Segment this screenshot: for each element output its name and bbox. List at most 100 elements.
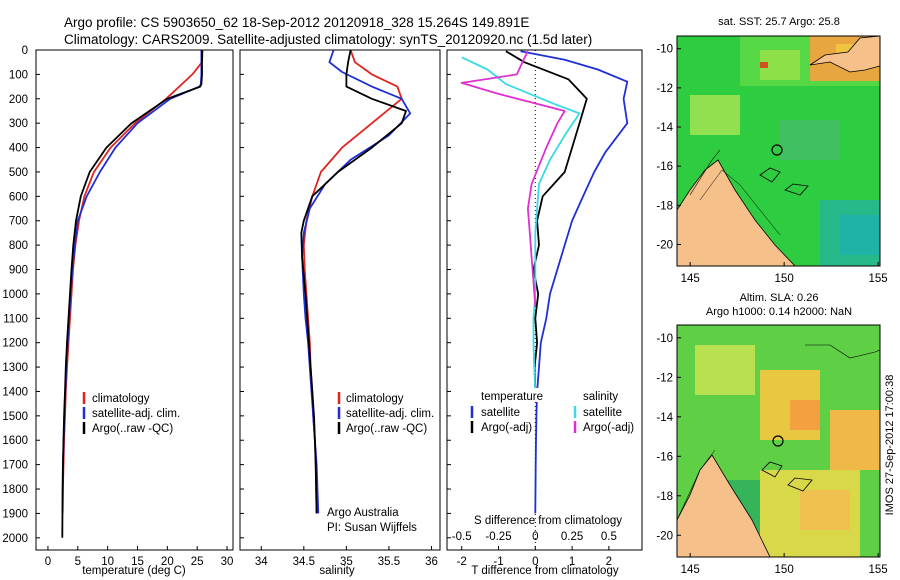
x-tick-label: 20 [161, 556, 174, 568]
difference-legend: temperature salinity satellite Argo(-adj… [470, 388, 634, 434]
legend-bg [478, 388, 546, 402]
title-line-1: Argo profile: CS 5903650_62 18-Sep-2012 … [64, 15, 529, 30]
x-tick-label: 2 [606, 556, 612, 568]
depth-tick-label: 600 [9, 191, 28, 203]
t-difference-xlabel: T difference from climatology [471, 565, 618, 577]
sla-map-axes: -10 -12 -14 -16 -18 -20 145 150 155 [656, 333, 887, 576]
x-tick-label: 10 [101, 556, 114, 568]
temperature-legend: climatology satellite-adj. clim. Argo(..… [82, 392, 180, 435]
depth-tick-label: 2000 [2, 533, 28, 545]
float-position-marker [772, 435, 784, 447]
lon-tick-label: 145 [681, 273, 700, 285]
s-diff-tick-label: 0.5 [601, 531, 617, 543]
imos-timestamp: IMOS 27-Sep-2012 17:00:38 [884, 375, 896, 516]
height-label: Argo h1000: 0.14 h2000: NaN [706, 306, 852, 318]
lat-tick-label: -18 [656, 200, 673, 212]
series-line-argo-raw-qc- [300, 50, 407, 514]
x-tick-label: 36 [425, 556, 438, 568]
series-line-temperature-argo-adj- [505, 50, 588, 392]
legend-s-argo: Argo(-adj) [583, 422, 634, 434]
lon-tick-label: 150 [775, 273, 794, 285]
depth-tick-label: 400 [9, 143, 28, 155]
x-tick-label: 34.5 [293, 556, 315, 568]
depth-tick-label: 1300 [2, 362, 28, 374]
depth-tick-label: 1200 [2, 338, 28, 350]
x-tick-label: 35 [340, 556, 353, 568]
depth-tick-label: 200 [9, 94, 28, 106]
sla-map [677, 325, 880, 557]
series-line-salinity-argo-adj- [460, 50, 566, 307]
legend-satellite-adj: satellite-adj. clim. [92, 408, 180, 420]
x-tick-label: 1 [569, 556, 575, 568]
salinity-xlabel: salinity [319, 565, 354, 577]
depth-tick-label: 1700 [2, 460, 28, 472]
x-tick-label: -2 [457, 556, 467, 568]
lat-tick-label: -12 [656, 83, 673, 95]
legend-temperature: temperature [481, 391, 543, 403]
salinity-profiles [300, 50, 412, 514]
s-diff-tick-label: 0 [532, 531, 538, 543]
depth-tick-label: 100 [9, 69, 28, 81]
lon-tick-label: 155 [869, 564, 888, 576]
difference-panel [446, 49, 643, 551]
float-position-marker [771, 144, 783, 156]
lat-tick-label: -18 [656, 491, 673, 503]
legend-t-satellite: satellite [481, 407, 520, 419]
salinity-x-axis: 34 34.5 35 35.5 36 [255, 546, 438, 568]
legend-climatology: climatology [92, 393, 150, 405]
s-diff-tick-label: -0.5 [452, 531, 472, 543]
x-tick-label: 30 [221, 556, 234, 568]
legend-satellite-adj: satellite-adj. clim. [346, 408, 434, 420]
depth-tick-label: 900 [9, 265, 28, 277]
x-tick-label: -1 [493, 556, 503, 568]
lat-tick-label: -16 [656, 451, 673, 463]
depth-tick-label: 1000 [2, 289, 28, 301]
depth-tick-label: 800 [9, 240, 28, 252]
lon-tick-label: 155 [869, 273, 888, 285]
legend-t-argo: Argo(-adj) [481, 422, 532, 434]
depth-tick-label: 1600 [2, 435, 28, 447]
s-diff-tick-label: 0.25 [561, 531, 583, 543]
temperature-profiles [61, 50, 204, 538]
temperature-xlabel: temperature (deg C) [82, 565, 186, 577]
x-tick-label: 35.5 [378, 556, 400, 568]
series-line-argo-raw-qc- [61, 50, 203, 538]
legend-argo-raw: Argo(..raw -QC) [92, 423, 173, 435]
salinity-panel [239, 49, 441, 551]
lat-tick-label: -14 [656, 122, 673, 134]
depth-tick-label: 700 [9, 216, 28, 228]
depth-tick-label: 1400 [2, 386, 28, 398]
difference-profiles [460, 50, 629, 514]
sst-map-frame [676, 35, 881, 267]
temperature-x-axis: 0 5 10 15 20 25 30 [45, 546, 234, 568]
x-tick-label: 34 [255, 556, 268, 568]
sst-map [677, 36, 880, 266]
sla-label: Altim. SLA: 0.26 [740, 292, 819, 304]
series-line-salinity-satellite [461, 56, 581, 392]
x-tick-label: 0 [45, 556, 51, 568]
lat-tick-label: -20 [656, 530, 673, 542]
depth-tick-label: 500 [9, 167, 28, 179]
legend-s-satellite: satellite [583, 407, 622, 419]
lat-tick-label: -14 [656, 412, 673, 424]
lat-tick-label: -12 [656, 372, 673, 384]
s-difference-xlabel: S difference from climatology [474, 515, 622, 527]
depth-tick-label: 1800 [2, 484, 28, 496]
sst-label: sat. SST: 25.7 Argo: 25.8 [718, 16, 840, 28]
legend-argo-raw: Argo(..raw -QC) [346, 423, 427, 435]
depth-axis: 0 100 200 300 400 500 600 700 800 900 1000 1100 1200… [2, 45, 451, 545]
x-tick-label: 0 [532, 556, 538, 568]
depth-tick-label: 1500 [2, 411, 28, 423]
lat-tick-label: -10 [656, 44, 673, 56]
depth-tick-label: 1900 [2, 508, 28, 520]
depth-tick-label: 1100 [3, 313, 28, 325]
legend-salinity: salinity [583, 391, 618, 403]
s-diff-tick-label: -0.25 [485, 531, 511, 543]
depth-tick-label: 0 [22, 45, 28, 57]
lon-tick-label: 150 [775, 564, 794, 576]
lat-tick-label: -16 [656, 161, 673, 173]
title-line-2: Climatology: CARS2009. Satellite-adjuste… [64, 32, 592, 47]
series-line-temperature-satellite [520, 50, 629, 514]
credit-pi: PI: Susan Wijffels [327, 522, 417, 534]
